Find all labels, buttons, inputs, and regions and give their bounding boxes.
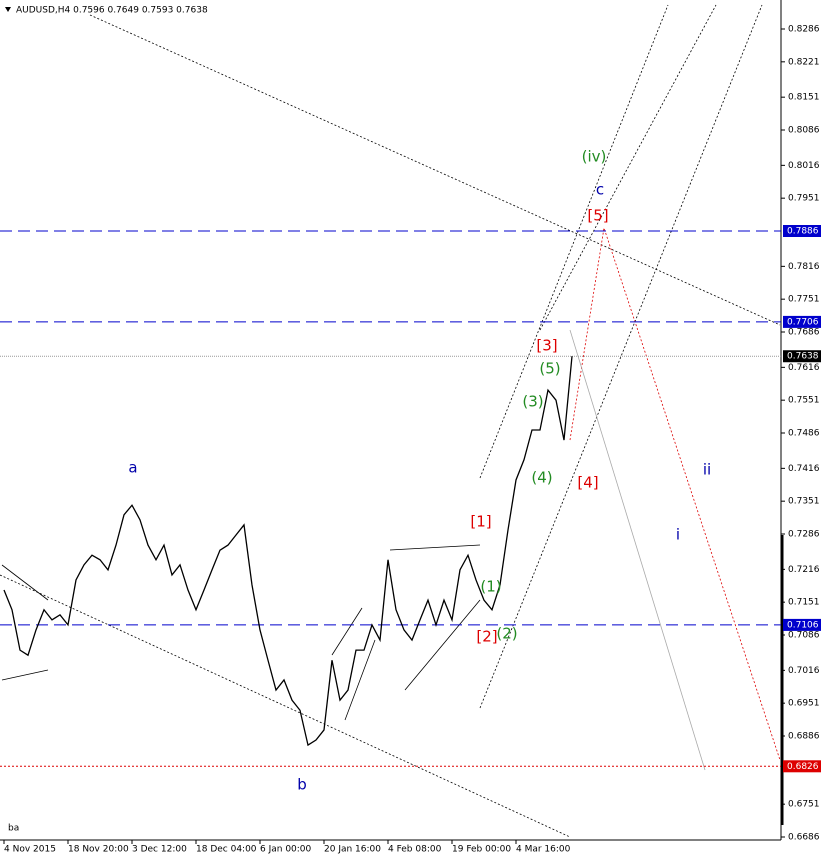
y-tick-label: 0.7351: [788, 497, 820, 507]
level-label: 0.7886: [787, 227, 819, 237]
wave-label: i: [676, 526, 680, 544]
pattern-lines: [1, 544, 481, 721]
y-tick-label: 0.8151: [788, 93, 820, 103]
wave-label: [1]: [470, 513, 491, 531]
y-tick-label: 0.7151: [788, 598, 820, 608]
y-tick-label: 0.8286: [788, 25, 820, 35]
x-tick-label: 18 Nov 20:00: [68, 845, 129, 855]
wave-label: (5): [539, 360, 560, 378]
level-label: 0.7638: [787, 352, 819, 362]
trend-lines: [0, 4, 781, 838]
x-tick-label: 19 Feb 00:00: [452, 845, 511, 855]
level-label: 0.7106: [787, 620, 819, 630]
x-tick-label: 6 Jan 00:00: [260, 845, 312, 855]
y-tick-label: 0.7216: [788, 565, 820, 575]
y-tick-label: 0.7416: [788, 464, 820, 474]
wave-label: [3]: [536, 337, 557, 355]
y-tick-label: 0.6751: [788, 800, 820, 810]
level-label-bg: [783, 225, 821, 237]
y-tick-label: 0.7551: [788, 396, 820, 406]
y-tick-label: 0.8086: [788, 126, 820, 136]
y-tick-label: 0.7286: [788, 530, 820, 540]
x-tick-label: 3 Dec 12:00: [132, 845, 187, 855]
y-tick-label: 0.8016: [788, 161, 820, 171]
projection-line: [569, 227, 781, 761]
level-label-bg: [783, 315, 821, 328]
wave-label: [5]: [587, 207, 608, 225]
y-tick-label: 0.7686: [788, 328, 820, 338]
x-tick-label: 4 Feb 08:00: [388, 845, 442, 855]
x-tick-label: 4 Mar 16:00: [516, 845, 571, 855]
level-label-bg: [783, 618, 821, 631]
x-tick-label: 20 Jan 16:00: [324, 845, 381, 855]
level-label: 0.6826: [787, 762, 819, 772]
y-tick-label: 0.7086: [788, 631, 820, 641]
chart-title: AUDUSD,H4 0.7596 0.7649 0.7593 0.7638: [16, 6, 208, 16]
wave-label: [4]: [577, 474, 598, 492]
wave-label: b: [297, 776, 307, 794]
wave-label: (iv): [582, 148, 607, 166]
wave-label: ii: [703, 461, 711, 479]
footer-label: ba: [8, 824, 19, 834]
y-tick-label: 0.6686: [788, 833, 820, 843]
y-tick-label: 0.8221: [788, 57, 820, 67]
y-tick-label: 0.6886: [788, 732, 820, 742]
x-tick-label: 18 Dec 04:00: [196, 845, 257, 855]
projection-line: [569, 329, 706, 771]
y-tick-label: 0.7816: [788, 262, 820, 272]
y-tick-label: 0.7616: [788, 363, 820, 373]
level-label-bg: [783, 350, 821, 363]
wave-label: c: [596, 181, 604, 199]
y-tick-label: 0.6951: [788, 699, 820, 709]
level-label: 0.7706: [787, 317, 819, 327]
wave-label: (1): [480, 578, 501, 596]
x-tick-label: 4 Nov 2015: [4, 845, 56, 855]
wave-label: [2]: [476, 628, 497, 646]
y-tick-label: 0.7751: [788, 295, 820, 305]
y-tick-label: 0.7486: [788, 429, 820, 439]
title-icon: [5, 7, 11, 12]
price-line: [3, 356, 573, 747]
level-label-bg: [783, 760, 821, 773]
wave-label: (2): [496, 625, 517, 643]
wave-label: (4): [531, 469, 552, 487]
y-tick-label: 0.7951: [788, 194, 820, 204]
wave-label: (3): [522, 393, 543, 411]
y-tick-label: 0.7016: [788, 666, 820, 676]
wave-label: a: [128, 459, 137, 477]
